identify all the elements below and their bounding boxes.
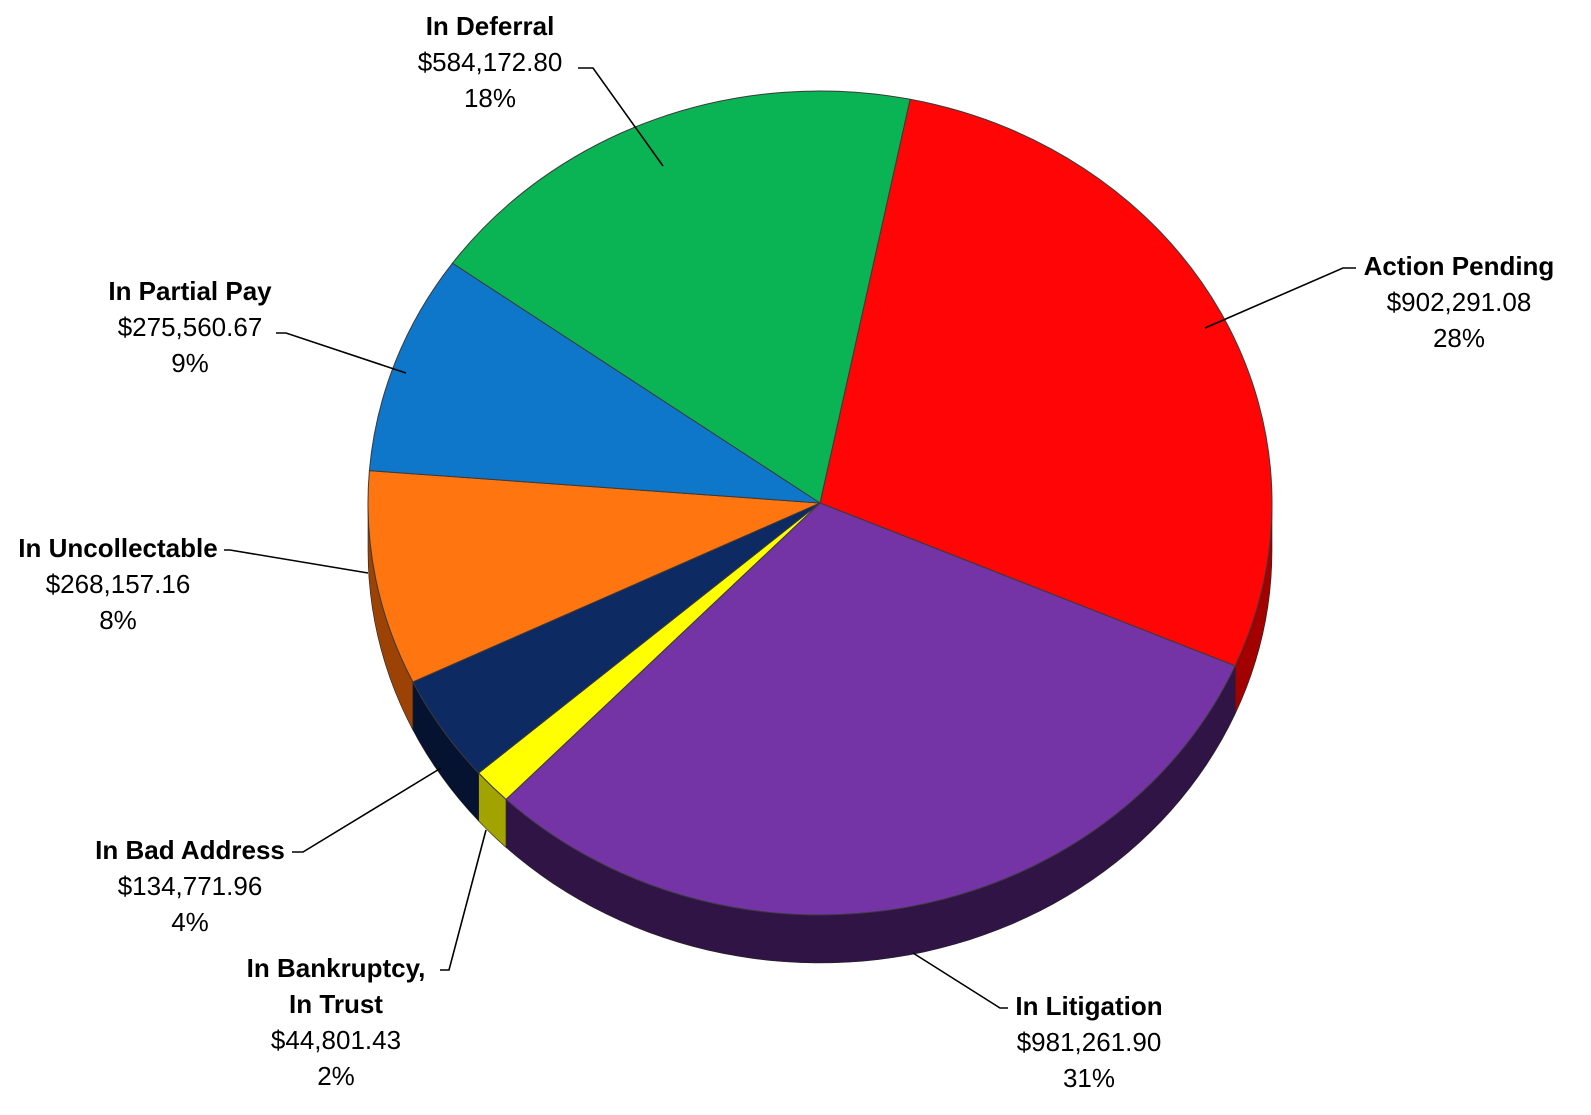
- slice-name-label: In Deferral: [426, 11, 555, 41]
- slice-value-label: $275,560.67: [118, 312, 263, 342]
- data-label-in-litigation: In Litigation $981,261.90 31%: [1015, 991, 1162, 1093]
- slice-value-label: $44,801.43: [271, 1025, 401, 1055]
- slice-name-label: In Litigation: [1015, 991, 1162, 1021]
- slice-value-label: $902,291.08: [1387, 287, 1532, 317]
- pie-slice-action-pending: [819, 98, 1273, 667]
- data-label-in-bankruptcy-in-trust: In Bankruptcy, In Trust $44,801.43 2%: [247, 953, 426, 1091]
- slice-percent-label: 8%: [99, 605, 137, 635]
- leader-line-in-partial-pay: [276, 332, 407, 374]
- data-label-in-bad-address: In Bad Address $134,771.96 4%: [95, 835, 285, 937]
- pie-slices: [367, 90, 1273, 916]
- slice-percent-label: 28%: [1433, 323, 1485, 353]
- pie-slice-in-partial-pay: [368, 262, 822, 504]
- slice-name-label: In Uncollectable: [18, 533, 217, 563]
- leader-line-in-bankruptcy-in-trust: [440, 829, 487, 971]
- slice-value-label: $268,157.16: [46, 569, 191, 599]
- leader-line-in-uncollectable: [224, 549, 369, 574]
- slice-value-label: $134,771.96: [118, 871, 263, 901]
- pie-3d-sides: [367, 502, 1273, 964]
- slice-percent-label: 9%: [171, 348, 209, 378]
- slice-percent-label: 31%: [1063, 1063, 1115, 1093]
- leader-line-action-pending: [1204, 267, 1356, 329]
- slice-percent-label: 4%: [171, 907, 209, 937]
- data-label-in-partial-pay: In Partial Pay $275,560.67 9%: [108, 276, 272, 378]
- slice-percent-label: 2%: [317, 1061, 355, 1091]
- pie-slice-in-deferral: [451, 90, 911, 504]
- data-labels: Action Pending $902,291.08 28% In Litigatio…: [18, 11, 1554, 1093]
- slice-name-label: Action Pending: [1364, 251, 1555, 281]
- data-label-in-uncollectable: In Uncollectable $268,157.16 8%: [18, 533, 217, 635]
- slice-value-label: $981,261.90: [1017, 1027, 1162, 1057]
- slice-name-label: In Trust: [289, 989, 383, 1019]
- pie-slice-in-litigation: [505, 502, 1236, 916]
- slice-name-label: In Bad Address: [95, 835, 285, 865]
- slice-value-label: $584,172.80: [418, 47, 563, 77]
- slice-name-label: In Partial Pay: [108, 276, 272, 306]
- slice-name-label: In Bankruptcy,: [247, 953, 426, 983]
- pie-slice-in-uncollectable: [367, 470, 821, 683]
- slice-percent-label: 18%: [464, 83, 516, 113]
- leader-line-in-deferral: [578, 67, 664, 167]
- leader-lines: [224, 67, 1356, 1009]
- leader-line-in-bad-address: [292, 767, 442, 853]
- data-label-in-deferral: In Deferral $584,172.80 18%: [418, 11, 563, 113]
- data-label-action-pending: Action Pending $902,291.08 28%: [1364, 251, 1555, 353]
- leader-line-in-litigation: [912, 952, 1008, 1009]
